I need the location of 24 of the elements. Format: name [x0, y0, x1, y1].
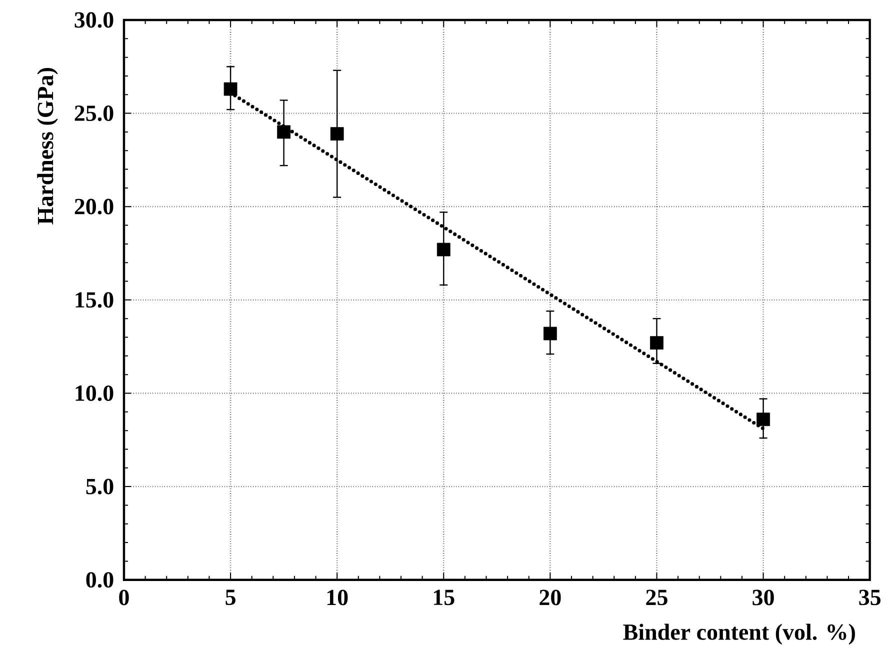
- y-tick-label: 20.0: [74, 198, 114, 214]
- y-tick-label: 10.0: [76, 386, 114, 402]
- x-tick-label: 10: [327, 590, 348, 606]
- point: [224, 82, 238, 96]
- y-tick-label: 25.0: [74, 106, 114, 122]
- point: [330, 127, 344, 141]
- y-tick-label: 5.0: [86, 478, 114, 494]
- x-tick-label: 0: [119, 590, 129, 606]
- x-tick-label: 35: [859, 590, 880, 606]
- point: [756, 412, 770, 426]
- y-tick-label: 15.0: [76, 292, 114, 308]
- x-tick-label: 25: [646, 590, 668, 606]
- x-axis-title: Binder content (vol. %): [623, 624, 855, 645]
- y-tick-label: 30.0: [74, 12, 114, 28]
- point: [543, 326, 557, 340]
- point: [650, 336, 664, 350]
- x-tick-label: 30: [752, 590, 774, 606]
- y-axis-title: Hardness (GPa): [37, 68, 58, 224]
- x-tick-label: 20: [540, 590, 561, 606]
- point: [436, 242, 450, 256]
- x-tick-label: 15: [434, 590, 454, 606]
- x-tick-label: 5: [226, 590, 236, 606]
- point: [277, 125, 291, 139]
- y-tick-label: 0.0: [86, 572, 114, 588]
